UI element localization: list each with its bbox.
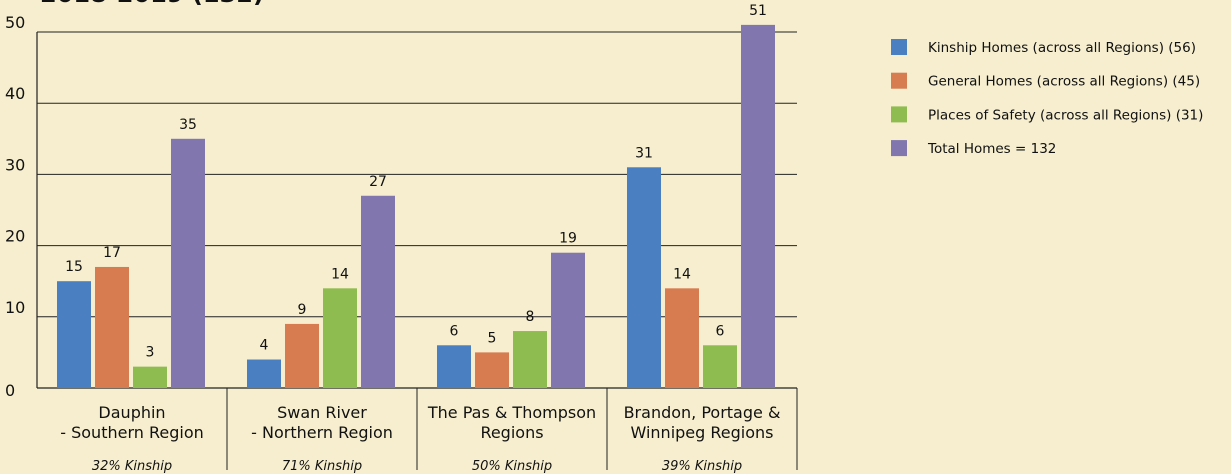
y-tick-label: 20 (5, 227, 25, 246)
data-label: 19 (559, 231, 577, 247)
data-label: 9 (298, 302, 307, 318)
legend-swatch (891, 106, 907, 123)
category-note: 50% Kinship (472, 459, 552, 474)
bar (133, 366, 167, 388)
legend-label: General Homes (across all Regions) (45) (928, 74, 1200, 90)
x-tick-label: The Pas & Thompson Regions (427, 403, 596, 442)
legend-label: Kinship Homes (across all Regions) (56) (928, 40, 1196, 56)
bar (703, 345, 737, 388)
data-label: 4 (260, 338, 269, 354)
bar (437, 345, 471, 388)
data-label: 6 (716, 323, 725, 339)
bar (171, 138, 205, 388)
y-tick-label: 30 (5, 155, 25, 174)
bar (323, 288, 357, 388)
legend-label: Total Homes = 132 (927, 141, 1056, 157)
x-tick-label: Swan River - Northern Region (251, 403, 393, 442)
data-label: 31 (635, 145, 653, 161)
data-label: 14 (673, 266, 691, 282)
bar (95, 266, 129, 388)
bar (627, 167, 661, 388)
y-tick-label: 40 (5, 84, 25, 103)
legend-swatch (891, 140, 907, 157)
x-tick-label: Brandon, Portage & Winnipeg Regions (624, 403, 781, 442)
bar (475, 352, 509, 388)
legend-swatch (891, 39, 907, 55)
bar (741, 24, 775, 388)
data-label: 8 (526, 309, 535, 325)
y-tick-label: 0 (5, 381, 15, 400)
bar (665, 288, 699, 388)
data-label: 35 (179, 117, 197, 133)
bar (513, 331, 547, 388)
y-tick-label: 50 (5, 13, 25, 32)
data-label: 51 (749, 3, 767, 19)
data-label: 6 (450, 323, 459, 339)
bar (361, 195, 395, 388)
category-note: 71% Kinship (282, 459, 362, 474)
x-tick-label: Dauphin - Southern Region (60, 403, 204, 442)
data-label: 14 (331, 266, 349, 282)
legend-swatch (891, 72, 907, 89)
y-tick-label: 10 (5, 298, 25, 317)
data-label: 3 (146, 345, 155, 361)
data-label: 15 (65, 259, 83, 275)
data-label: 27 (369, 174, 387, 190)
category-note: 32% Kinship (92, 459, 172, 474)
legend-label: Places of Safety (across all Regions) (3… (928, 107, 1203, 123)
data-label: 17 (103, 245, 121, 261)
bar (247, 359, 281, 388)
bar (57, 281, 91, 388)
bar (551, 252, 585, 388)
bar (285, 323, 319, 388)
chart-title: 2018-2019 (132) (40, 0, 264, 8)
category-note: 39% Kinship (662, 459, 742, 474)
data-label: 5 (488, 330, 497, 346)
